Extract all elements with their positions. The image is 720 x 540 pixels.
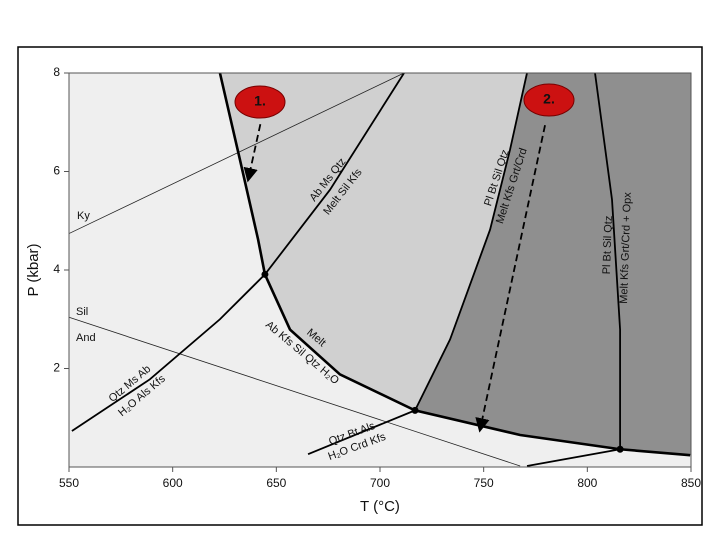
phase-boundary: [68, 316, 521, 467]
phase-boundary: [526, 448, 621, 467]
marker-label: 2.: [543, 91, 555, 107]
field-label: Sil: [76, 306, 88, 318]
x-tick-label: 700: [370, 476, 390, 490]
invariant-point: [616, 445, 624, 453]
y-tick-label: 8: [53, 65, 60, 79]
x-tick-label: 850: [681, 476, 701, 490]
field-label: Melt Kfs Grt/Crd + Opx: [618, 192, 634, 304]
x-tick-label: 550: [59, 476, 79, 490]
marker-label: 1.: [254, 93, 266, 109]
dark-field: [415, 73, 691, 456]
phase-boundary: [414, 72, 528, 411]
phase-boundary: [71, 72, 405, 432]
x-tick-label: 600: [163, 476, 183, 490]
y-tick-label: 6: [53, 164, 60, 178]
field-label: Ky: [77, 210, 90, 222]
phase-boundary: [594, 72, 621, 450]
phase-boundary: [307, 409, 416, 456]
invariant-point: [411, 406, 419, 414]
phase-boundary: [218, 72, 691, 457]
path-arrow: [475, 125, 546, 433]
x-tick-label: 750: [474, 476, 494, 490]
field-label: And: [76, 332, 96, 344]
y-tick-label: 2: [53, 361, 60, 375]
x-axis-title: T (°C): [360, 498, 400, 515]
light-field: [219, 73, 527, 411]
field-label: Pl Bt Sil Qtz: [601, 215, 615, 274]
y-tick-label: 4: [53, 262, 60, 276]
invariant-point: [261, 270, 269, 278]
marker-badge: [523, 83, 575, 117]
x-tick-label: 800: [577, 476, 597, 490]
x-tick-label: 650: [266, 476, 286, 490]
marker-badge: [234, 85, 286, 119]
y-axis-title: P (kbar): [25, 243, 42, 296]
path-arrow: [243, 124, 262, 183]
phase-boundary: [68, 72, 405, 234]
